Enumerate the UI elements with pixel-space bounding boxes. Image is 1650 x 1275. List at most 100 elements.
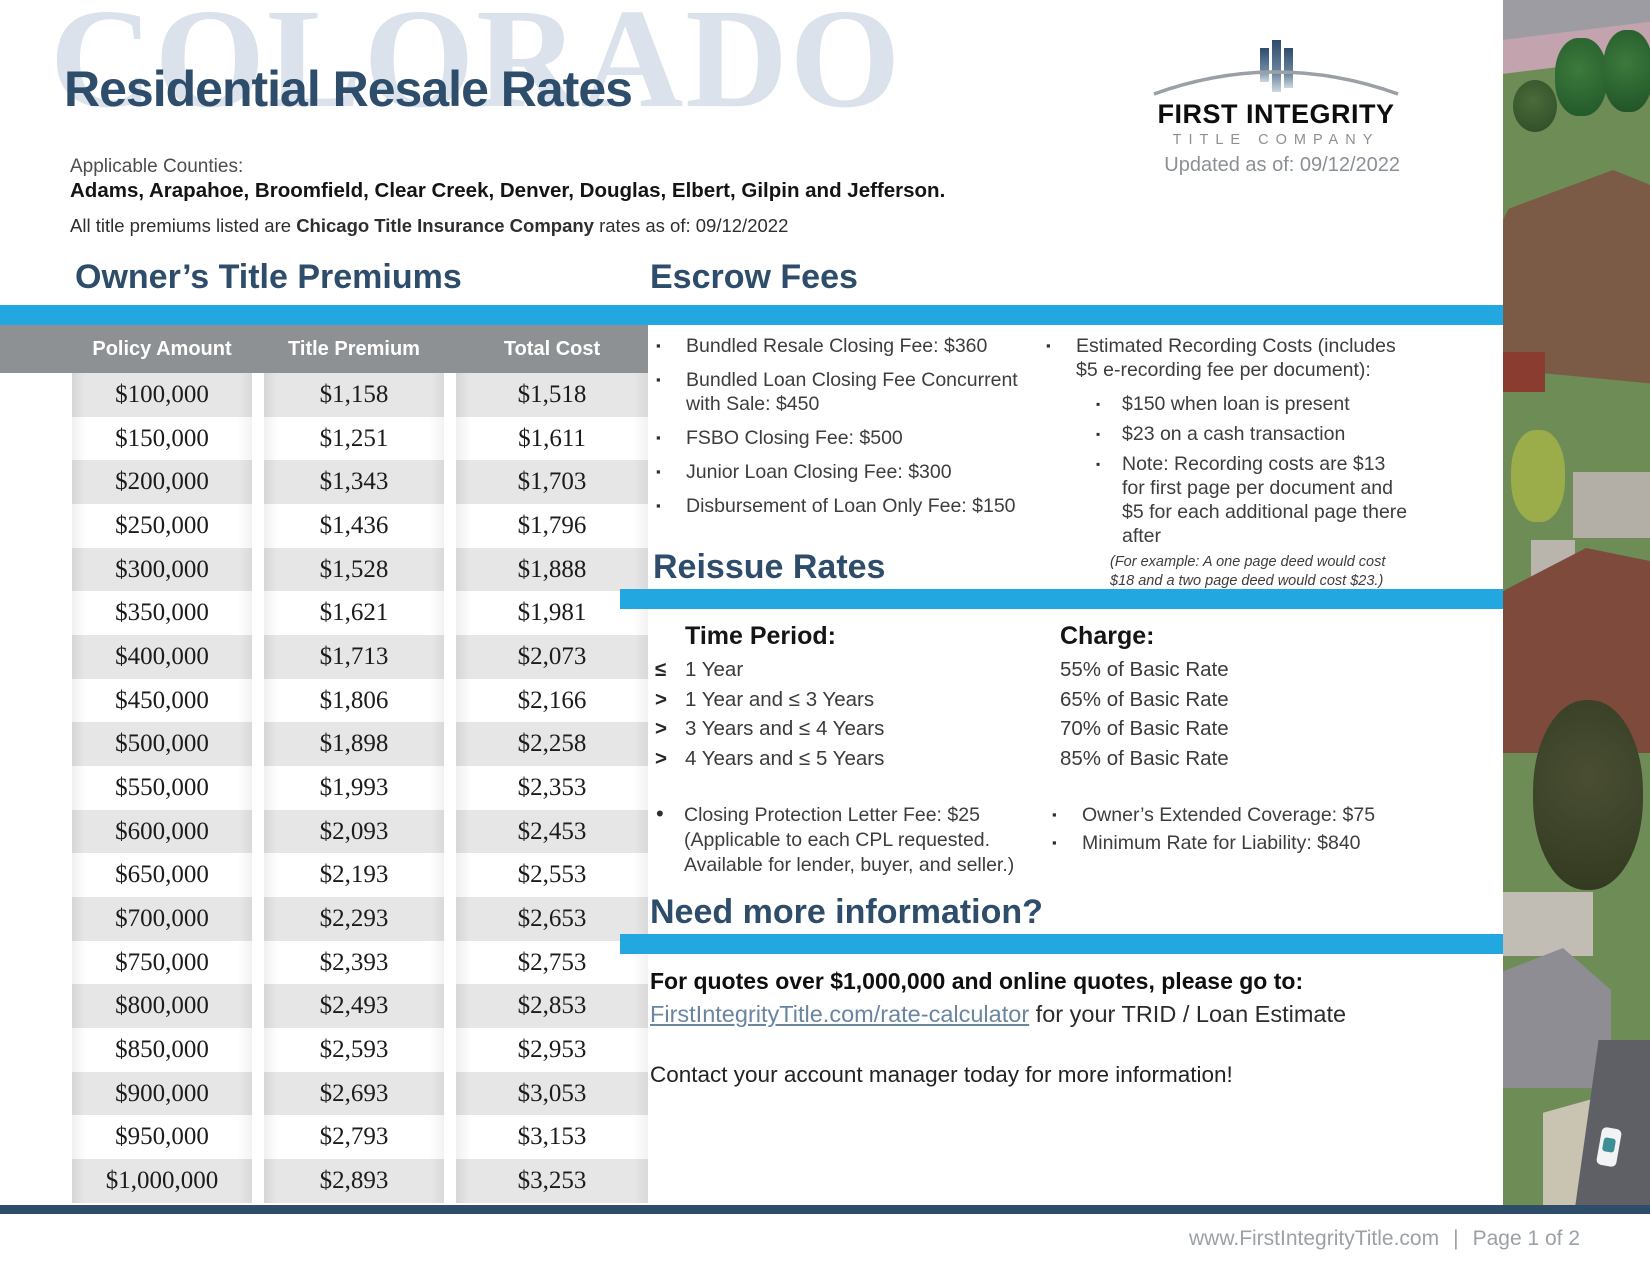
table-cell: $250,000	[72, 504, 252, 548]
table-cell: $2,593	[264, 1028, 444, 1072]
recording-example: (For example: A one page deed would cost…	[1110, 554, 1386, 589]
escrow-fee-item: Bundled Resale Closing Fee: $360	[652, 334, 1024, 358]
table-cell: $2,093	[264, 809, 444, 854]
recording-lead-list: Estimated Recording Costs (includes $5 e…	[1042, 334, 1414, 382]
table-cell: $2,853	[456, 984, 648, 1029]
table-cell: $1,528	[264, 547, 444, 592]
rate-calculator-link[interactable]: FirstIntegrityTitle.com/rate-calculator	[650, 1001, 1030, 1027]
table-cell: $300,000	[72, 547, 252, 592]
table-cell: $750,000	[72, 940, 252, 985]
colorado-watermark: COLORADO	[50, 0, 903, 137]
reissue-right-bullets: Owner’s Extended Coverage: $75 Minimum Ra…	[1048, 803, 1448, 859]
page-title: Residential Resale Rates	[64, 61, 633, 117]
table-row: $800,000 $2,493 $2,853	[0, 984, 660, 1029]
photo-tree	[1513, 80, 1557, 132]
more-info-heading: Need more information?	[650, 893, 1043, 931]
cpl-bullet: Closing Protection Letter Fee: $25 (Appl…	[684, 803, 1040, 878]
reissue-rates-heading: Reissue Rates	[653, 548, 886, 586]
cyan-band-top	[0, 305, 1503, 325]
reissue-charge: 65% of Basic Rate	[1060, 687, 1229, 711]
table-cell: $150,000	[72, 416, 252, 461]
recording-sub-item: Note: Recording costs are $13 for first …	[1094, 452, 1412, 548]
table-row: $450,000 $1,806 $2,166	[0, 678, 660, 723]
table-cell: $1,621	[264, 591, 444, 636]
cyan-band-reissue	[620, 589, 1503, 609]
counties-list: Adams, Arapahoe, Broomfield, Clear Creek…	[70, 179, 946, 202]
footer-website: www.FirstIntegrityTitle.com	[1189, 1227, 1440, 1250]
table-row: $600,000 $2,093 $2,453	[0, 809, 660, 854]
more-info-link-line: FirstIntegrityTitle.com/rate-calculator …	[650, 1001, 1346, 1028]
table-cell: $100,000	[72, 373, 252, 417]
reissue-charge: 85% of Basic Rate	[1060, 746, 1229, 770]
table-row: $200,000 $1,343 $1,703	[0, 460, 660, 505]
premium-note-company: Chicago Title Insurance Company	[296, 215, 594, 236]
table-cell: $1,000,000	[72, 1159, 252, 1203]
table-cell: $2,553	[456, 853, 648, 898]
table-cell: $900,000	[72, 1071, 252, 1116]
table-cell: $350,000	[72, 591, 252, 636]
reissue-right-item: Owner’s Extended Coverage: $75	[1048, 803, 1448, 827]
premium-note-prefix: All title premiums listed are	[70, 215, 297, 236]
table-cell: $2,493	[264, 984, 444, 1029]
photo-large-tree	[1533, 700, 1643, 890]
table-cell: $700,000	[72, 897, 252, 941]
table-row: $750,000 $2,393 $2,753	[0, 940, 660, 985]
owners-table-rows: $100,000 $1,158 $1,518 $150,000 $1,251 $1,611…	[0, 373, 660, 1203]
reissue-period: 1 Year	[685, 658, 744, 681]
owners-premiums-heading: Owner’s Title Premiums	[75, 258, 462, 296]
table-cell: $500,000	[72, 722, 252, 767]
photo-car-roof	[1601, 1137, 1617, 1153]
cyan-band-more-info	[620, 934, 1503, 954]
photo-tree	[1555, 38, 1607, 116]
table-cell: $800,000	[72, 984, 252, 1029]
table-row: $550,000 $1,993 $2,353	[0, 766, 660, 810]
table-row: $700,000 $2,293 $2,653	[0, 897, 660, 941]
photo-patio	[1573, 472, 1650, 538]
table-cell: $2,453	[456, 809, 648, 854]
escrow-left-bullets: Bundled Resale Closing Fee: $360 Bundled …	[652, 334, 1024, 528]
col-total-cost: Total Cost	[503, 338, 601, 360]
photo-tree	[1603, 30, 1650, 112]
time-period-label: Time Period:	[685, 622, 836, 650]
table-cell: $3,053	[456, 1071, 648, 1116]
table-cell: $2,166	[456, 678, 648, 723]
owners-table-header: Policy Amount Title Premium Total Cost	[0, 325, 648, 373]
cpl-bullet-dot: •	[656, 801, 664, 826]
buildings-arc-icon	[1153, 40, 1399, 96]
reissue-period: 1 Year and ≤ 3 Years	[685, 687, 875, 711]
company-logo: FIRST INTEGRITY TITLE COMPANY	[1148, 36, 1404, 184]
table-cell: $2,653	[456, 897, 648, 941]
escrow-fee-item: FSBO Closing Fee: $500	[652, 426, 1024, 450]
table-row: $650,000 $2,193 $2,553	[0, 853, 660, 898]
reissue-symbol: >	[655, 717, 667, 740]
escrow-fee-item: Junior Loan Closing Fee: $300	[652, 460, 1024, 484]
table-cell: $2,193	[264, 853, 444, 898]
table-row: $250,000 $1,436 $1,796	[0, 504, 660, 548]
reissue-symbol: ≤	[655, 658, 667, 681]
recording-sub-item: $23 on a cash transaction	[1094, 422, 1412, 446]
photo-driveway	[1503, 892, 1593, 956]
table-cell: $2,953	[456, 1028, 648, 1072]
table-cell: $2,393	[264, 940, 444, 985]
table-cell: $3,153	[456, 1115, 648, 1160]
aerial-photo	[1503, 0, 1650, 1205]
col-title-premium: Title Premium	[288, 338, 420, 360]
table-cell: $1,611	[456, 416, 648, 461]
logo-subname: TITLE COMPANY	[1172, 132, 1380, 148]
footer: www.FirstIntegrityTitle.com | Page 1 of 2	[1189, 1227, 1580, 1251]
table-cell: $1,703	[456, 460, 648, 505]
table-cell: $1,888	[456, 547, 648, 592]
premium-note: All title premiums listed are Chicago Ti…	[70, 215, 788, 237]
table-cell: $400,000	[72, 635, 252, 679]
table-cell: $1,898	[264, 722, 444, 767]
table-cell: $1,343	[264, 460, 444, 505]
table-cell: $450,000	[72, 678, 252, 723]
table-row: $850,000 $2,593 $2,953	[0, 1028, 660, 1072]
more-info-lead: For quotes over $1,000,000 and online qu…	[650, 968, 1304, 994]
reissue-period: 4 Years and ≤ 5 Years	[685, 746, 885, 770]
photo-house-roof	[1503, 170, 1650, 385]
table-row: $950,000 $2,793 $3,153	[0, 1115, 660, 1160]
table-cell: $850,000	[72, 1028, 252, 1072]
footer-page-number: Page 1 of 2	[1472, 1227, 1580, 1250]
